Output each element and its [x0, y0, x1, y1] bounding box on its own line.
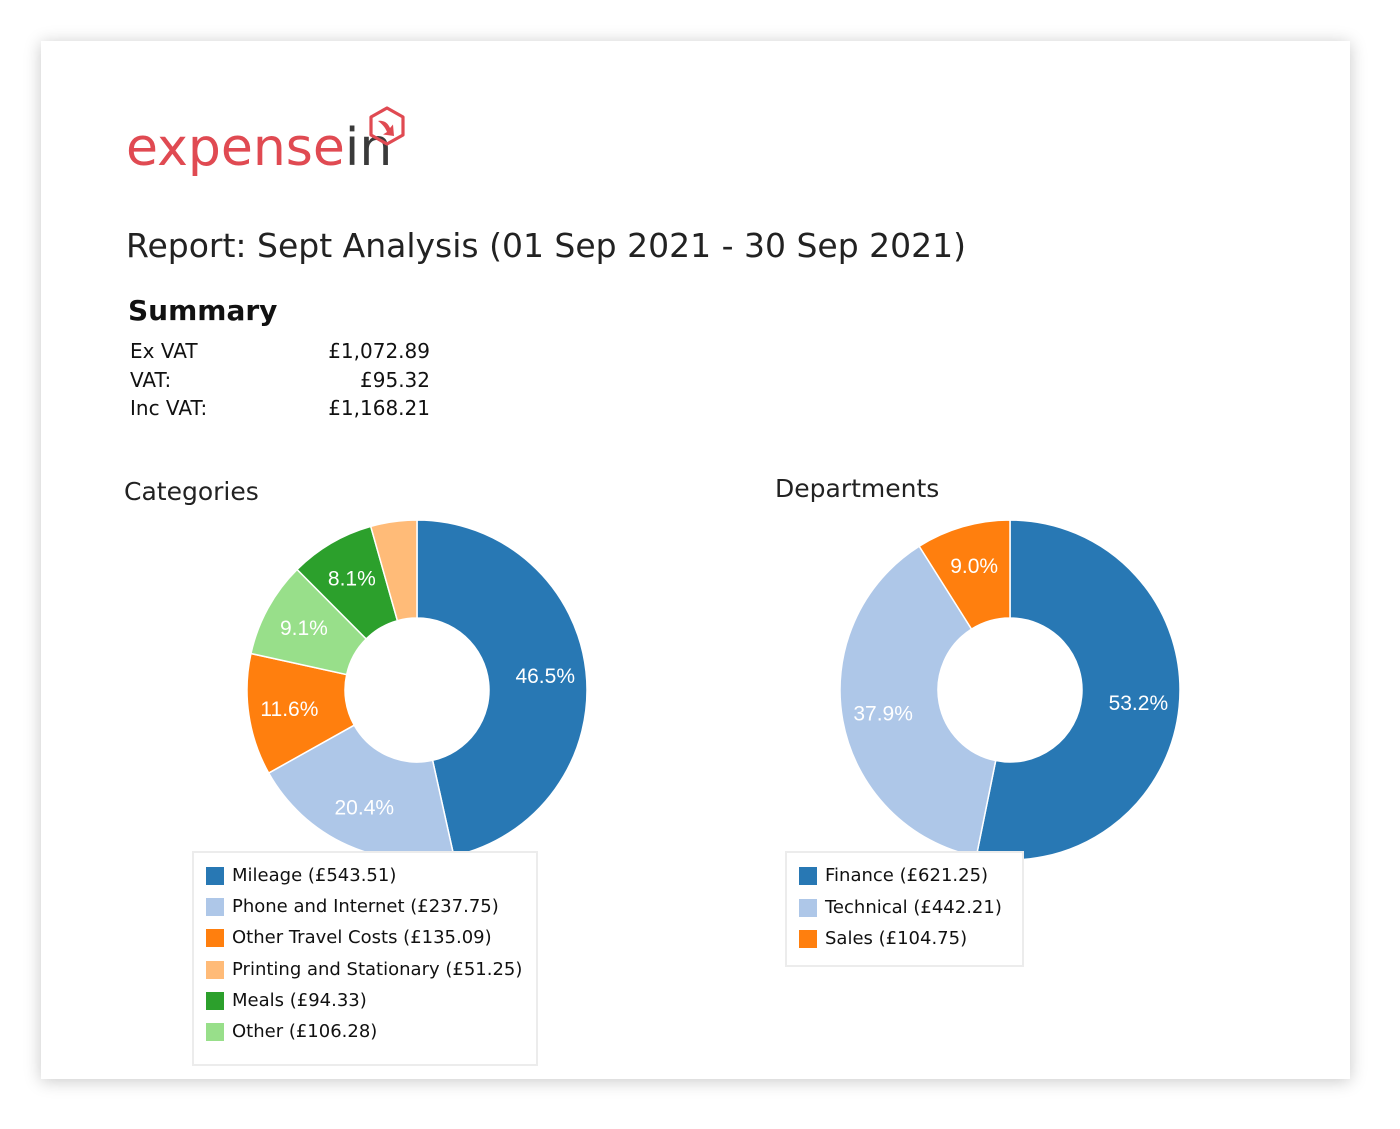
expensein-logo: expensein: [126, 103, 426, 193]
summary-row-ex-vat: Ex VAT £1,072.89: [130, 339, 430, 367]
summary-row-vat: VAT: £95.32: [130, 368, 430, 396]
slice-label-meals: 8.1%: [328, 568, 376, 591]
departments-legend: Finance (£621.25) Technical (£442.21) Sale…: [785, 851, 1024, 967]
summary-label: VAT:: [130, 368, 172, 392]
slice-label-other-travel-costs: 11.6%: [260, 698, 318, 721]
slice-finance: [975, 519, 1181, 861]
summary-row-inc-vat: Inc VAT: £1,168.21: [130, 396, 430, 424]
summary-value: £95.32: [360, 368, 430, 392]
legend-swatch: [206, 991, 224, 1010]
slice-mileage: [416, 519, 588, 857]
slice-label-sales: 9.0%: [950, 555, 998, 578]
legend-label: Mileage (£543.51): [232, 865, 397, 886]
slice-label-other: 9.1%: [280, 617, 328, 640]
departments-chart-title: Departments: [775, 474, 940, 503]
slice-technical: [839, 545, 997, 858]
legend-label: Other Travel Costs (£135.09): [232, 927, 492, 949]
report-title: Report: Sept Analysis (01 Sep 2021 - 30 …: [126, 226, 967, 265]
summary-heading: Summary: [128, 294, 278, 327]
slice-sales: [918, 519, 1011, 631]
legend-swatch: [799, 867, 817, 885]
legend-swatch: [799, 930, 817, 948]
categories-chart-title: Categories: [124, 477, 259, 506]
categories-legend: Mileage (£543.51) Phone and Internet (£23…: [192, 851, 538, 1066]
summary-label: Inc VAT:: [130, 396, 208, 420]
categories-donut-chart: 46.5% 20.4% 11.6% 9.1% 8.1%: [246, 519, 588, 861]
slice-label-mileage: 46.5%: [515, 665, 575, 688]
slice-label-finance: 53.2%: [1109, 692, 1169, 715]
logo-text-expense: expense: [126, 118, 345, 178]
legend-label: Other (£106.28): [232, 1021, 378, 1042]
legend-swatch: [799, 898, 817, 917]
slice-label-technical: 37.9%: [853, 702, 913, 725]
legend-label: Printing and Stationary (£51.25): [232, 958, 523, 980]
summary-value: £1,168.21: [328, 396, 430, 420]
departments-donut-chart: 53.2% 37.9% 9.0%: [839, 519, 1181, 861]
legend-label: Finance (£621.25): [825, 865, 989, 886]
report-card: expensein Report: Sept Analysis (01 Sep …: [41, 41, 1350, 1079]
summary-label: Ex VAT: [130, 339, 198, 363]
slice-printing-and-stationary: [369, 519, 418, 622]
legend-swatch: [206, 929, 224, 948]
summary-value: £1,072.89: [328, 339, 430, 363]
legend-swatch: [206, 867, 224, 885]
logo-text-in: in: [344, 118, 393, 178]
legend-swatch: [206, 960, 224, 979]
legend-swatch: [206, 898, 224, 917]
slice-label-phone-and-internet: 20.4%: [335, 797, 395, 820]
legend-swatch: [206, 1023, 224, 1041]
logo-arrow-icon: [369, 106, 405, 146]
legend-label: Technical (£442.21): [825, 896, 1002, 918]
legend-label: Sales (£104.75): [825, 928, 968, 949]
legend-label: Phone and Internet (£237.75): [232, 896, 499, 918]
legend-label: Meals (£94.33): [232, 989, 367, 1011]
